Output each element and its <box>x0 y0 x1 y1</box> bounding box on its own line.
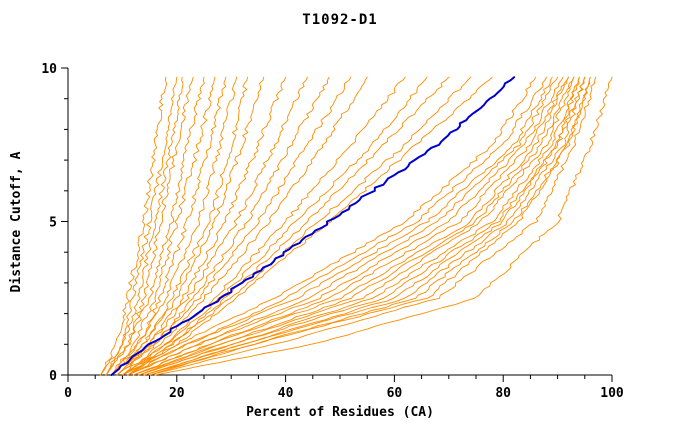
model-curve <box>111 76 248 376</box>
model-curve <box>138 76 580 376</box>
x-tick-label: 20 <box>169 386 185 401</box>
y-axis-label: Distance Cutoff, A <box>9 151 24 292</box>
model-curve <box>127 76 472 376</box>
model-curve <box>116 76 287 376</box>
x-axis-label: Percent of Residues (CA) <box>246 405 434 420</box>
model-curve <box>116 76 308 376</box>
model-curve <box>127 76 564 376</box>
model-curve <box>111 76 265 376</box>
curves <box>100 76 613 376</box>
model-curve <box>132 76 569 376</box>
model-curve <box>121 76 537 376</box>
model-curve <box>143 76 586 376</box>
model-curve <box>143 76 591 376</box>
model-curve <box>127 76 553 376</box>
model-curve <box>143 76 586 376</box>
axes: 0 20 40 60 80 100 0 5 10 <box>41 62 624 401</box>
model-curve <box>105 76 205 376</box>
model-curve <box>132 76 575 376</box>
model-curve <box>132 76 569 376</box>
highlight-curve <box>110 76 516 376</box>
x-tick-label: 60 <box>387 386 403 401</box>
x-tick-label: 100 <box>600 386 624 401</box>
model-curve <box>138 76 575 376</box>
model-curve <box>111 76 216 376</box>
y-tick-label: 5 <box>49 216 57 231</box>
model-curve <box>154 76 613 376</box>
model-curve <box>116 76 352 376</box>
chart-title: T1092-D1 <box>302 12 377 28</box>
model-curve <box>121 76 406 376</box>
model-curve <box>105 76 194 376</box>
x-tick-label: 80 <box>495 386 511 401</box>
x-tick-label: 0 <box>64 386 72 401</box>
y-tick-label: 10 <box>41 62 57 77</box>
model-curve <box>149 76 597 376</box>
model-curve <box>121 76 428 376</box>
model-curve <box>100 76 178 376</box>
model-curve <box>138 76 580 376</box>
model-curve <box>127 76 559 376</box>
model-curve <box>121 76 548 376</box>
y-tick-label: 0 <box>49 369 57 384</box>
model-curve <box>149 76 591 376</box>
model-curve <box>100 76 168 376</box>
model-curve <box>111 76 227 376</box>
x-tick-label: 40 <box>278 386 294 401</box>
model-curve <box>105 76 184 376</box>
model-curve <box>111 76 238 376</box>
